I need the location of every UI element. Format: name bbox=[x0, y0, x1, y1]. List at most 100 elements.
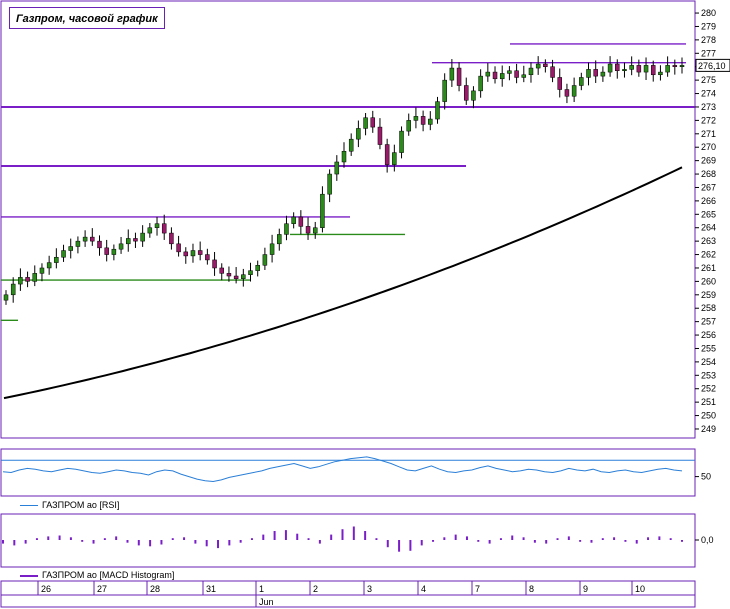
macd-bar bbox=[160, 540, 163, 545]
macd-bar bbox=[511, 535, 514, 540]
candle-body bbox=[176, 243, 181, 253]
macd-bar bbox=[81, 540, 84, 542]
price-tick-label: 254 bbox=[701, 357, 716, 367]
candle-body bbox=[248, 270, 253, 275]
macd-bar bbox=[250, 538, 253, 540]
candle-body bbox=[636, 65, 642, 73]
candle-body bbox=[550, 66, 555, 78]
macd-bar bbox=[624, 540, 627, 542]
macd-bar bbox=[556, 538, 559, 540]
candle-body bbox=[413, 116, 419, 121]
macd-bar bbox=[443, 537, 446, 540]
macd-bar bbox=[296, 533, 299, 540]
macd-legend: ГАЗПРОМ ао [MACD Histogram] bbox=[20, 570, 174, 580]
last-price-box bbox=[695, 58, 730, 72]
candle-body bbox=[499, 73, 505, 80]
price-tick-label: 268 bbox=[701, 169, 716, 179]
candle-body bbox=[277, 234, 282, 245]
price-tick-label: 275 bbox=[701, 75, 716, 85]
price-tick-label: 264 bbox=[701, 223, 716, 233]
candle-body bbox=[3, 294, 9, 301]
candle-body bbox=[140, 232, 145, 242]
macd-bar bbox=[669, 538, 672, 540]
moving-average-line bbox=[3, 166, 683, 400]
rsi-legend: ГАЗПРОМ ао [RSI] bbox=[20, 500, 119, 510]
macd-bar bbox=[398, 540, 401, 552]
macd-bar bbox=[318, 540, 321, 544]
candle-body bbox=[169, 232, 174, 245]
candle-body bbox=[607, 63, 613, 73]
candle-body bbox=[25, 277, 30, 282]
candle-body bbox=[658, 71, 663, 76]
time-axis-frame bbox=[0, 580, 696, 608]
macd-bar bbox=[647, 537, 650, 540]
price-tick-label: 267 bbox=[701, 182, 716, 192]
macd-bar bbox=[409, 540, 412, 551]
price-tick-label: 273 bbox=[701, 102, 716, 112]
macd-bar bbox=[386, 540, 389, 548]
day-label: 10 bbox=[635, 584, 645, 594]
candle-body bbox=[298, 216, 304, 227]
macd-bar bbox=[69, 537, 72, 540]
candle-body bbox=[46, 262, 52, 269]
day-label: 26 bbox=[41, 584, 51, 594]
candle-body bbox=[219, 267, 224, 274]
macd-bar bbox=[567, 536, 570, 540]
macd-bar bbox=[273, 531, 276, 540]
day-label: 8 bbox=[529, 584, 534, 594]
candle-body bbox=[54, 256, 59, 263]
candle-body bbox=[111, 248, 117, 255]
month-label: Jun bbox=[259, 597, 274, 607]
day-label: 28 bbox=[150, 584, 160, 594]
macd-bar bbox=[635, 540, 638, 544]
price-tick-label: 280 bbox=[701, 8, 716, 18]
macd-bar bbox=[658, 536, 661, 540]
price-tick-label: 272 bbox=[701, 115, 716, 125]
candle-body bbox=[406, 120, 411, 132]
candle-body bbox=[356, 128, 361, 140]
candle-body bbox=[341, 150, 347, 163]
macd-bar bbox=[533, 540, 536, 543]
macd-tick-label: 0,0 bbox=[701, 535, 714, 545]
macd-bar bbox=[58, 535, 61, 540]
candle-body bbox=[183, 251, 189, 257]
macd-bar bbox=[613, 537, 616, 540]
candle-body bbox=[471, 90, 476, 101]
candle-body bbox=[284, 223, 289, 235]
macd-bar bbox=[194, 540, 197, 544]
candle-body bbox=[75, 240, 81, 247]
candle-body bbox=[262, 254, 268, 266]
candle-body bbox=[90, 236, 95, 242]
candle-body bbox=[312, 227, 318, 234]
candle-body bbox=[241, 274, 246, 279]
macd-bar bbox=[239, 540, 242, 543]
macd-bar bbox=[375, 538, 378, 540]
macd-bar bbox=[522, 537, 525, 540]
candle-body bbox=[327, 173, 332, 195]
price-tick-label: 269 bbox=[701, 156, 716, 166]
macd-bar bbox=[681, 540, 683, 542]
candle-body bbox=[126, 238, 131, 245]
day-label: 7 bbox=[475, 584, 480, 594]
candle-body bbox=[233, 275, 239, 279]
price-tick-label: 255 bbox=[701, 343, 716, 353]
candle-body bbox=[197, 250, 203, 255]
candle-body bbox=[528, 67, 534, 76]
candle-body bbox=[226, 273, 232, 277]
macd-bar bbox=[13, 540, 16, 546]
macd-bar bbox=[341, 529, 344, 540]
macd-bar bbox=[115, 536, 118, 540]
macd-bar bbox=[2, 540, 4, 544]
candle-body bbox=[665, 65, 670, 73]
candle-body bbox=[507, 70, 512, 74]
candle-body bbox=[348, 138, 354, 152]
price-tick-label: 278 bbox=[701, 35, 716, 45]
candle-body bbox=[39, 267, 45, 274]
candle-body bbox=[435, 101, 440, 120]
macd-bar bbox=[590, 540, 593, 543]
macd-bar bbox=[137, 540, 140, 546]
chart-title: Газпром, часовой график bbox=[9, 7, 165, 29]
price-tick-label: 249 bbox=[701, 424, 716, 434]
candle-body bbox=[68, 246, 73, 251]
